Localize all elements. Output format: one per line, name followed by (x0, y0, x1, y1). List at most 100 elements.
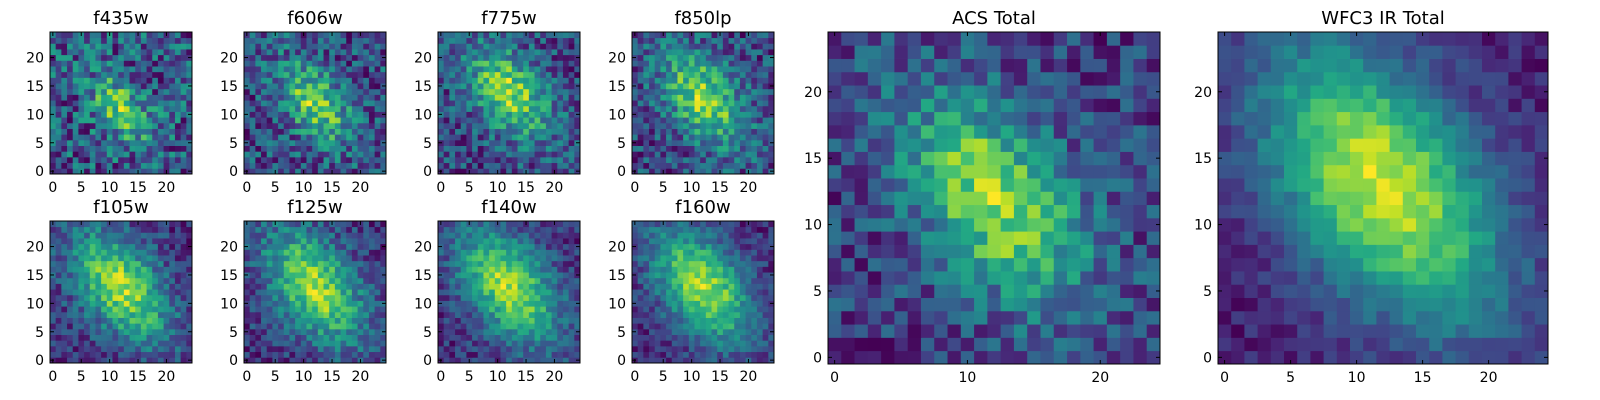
heatmap-cell (334, 134, 341, 141)
heatmap-cell (146, 266, 153, 273)
heatmap-cell (562, 266, 570, 273)
heatmap-cell (89, 83, 96, 90)
heatmap-cell (517, 260, 524, 267)
heatmap-cell (78, 105, 85, 112)
heatmap-cell (455, 54, 462, 61)
heatmap-cell (688, 88, 695, 95)
heatmap-cell (278, 83, 285, 90)
heatmap-cell (528, 145, 535, 152)
heatmap-cell (722, 317, 729, 324)
heatmap-cell (568, 111, 575, 118)
heatmap-cell (666, 283, 673, 290)
heatmap-cell (666, 37, 673, 44)
heatmap-cell (534, 151, 541, 158)
heatmap-cell (89, 345, 96, 353)
heatmap-cell (106, 128, 113, 135)
heatmap-cell (756, 139, 764, 146)
heatmap-cell (55, 43, 62, 50)
heatmap-cell (705, 66, 712, 73)
heatmap-cell (438, 100, 445, 107)
heatmap-cell (683, 357, 690, 364)
heatmap-cell (146, 221, 153, 228)
heatmap-cell (340, 122, 347, 129)
heatmap-cell (272, 105, 279, 112)
heatmap-cell (50, 226, 57, 233)
heatmap-cell (494, 311, 501, 318)
heatmap-cell (506, 340, 513, 347)
heatmap-cell (523, 306, 530, 313)
heatmap-cell (61, 151, 68, 158)
heatmap-cell (443, 272, 450, 279)
heatmap-cell (95, 294, 102, 301)
heatmap-cell (169, 100, 176, 107)
heatmap-cells (50, 32, 193, 175)
heatmap-cell (517, 162, 524, 169)
heatmap-cell (157, 283, 164, 290)
heatmap-cell (112, 260, 119, 267)
heatmap-cell (472, 66, 479, 73)
heatmap-cell (295, 43, 302, 50)
heatmap-cell (346, 66, 353, 73)
heatmap-cell (443, 306, 450, 313)
heatmap-cell (84, 88, 91, 95)
x-tick-label: 5 (77, 369, 86, 385)
heatmap-cell (756, 300, 764, 307)
x-tick-label: 15 (323, 369, 341, 385)
heatmap-cell (472, 345, 479, 353)
heatmap-cell (89, 100, 96, 107)
heatmap-cell (123, 294, 130, 301)
heatmap-cell (489, 345, 496, 353)
heatmap-cell (534, 88, 541, 95)
heatmap-cell (483, 122, 490, 129)
heatmap-cell (129, 49, 136, 56)
heatmap-cell (568, 71, 575, 78)
heatmap-cell (84, 66, 91, 73)
heatmap-cell (700, 345, 707, 353)
heatmap-cell (568, 83, 575, 90)
heatmap-cell (106, 294, 113, 301)
heatmap-cell (283, 317, 290, 324)
heatmap-cell (157, 139, 164, 146)
heatmap-cell (643, 289, 650, 296)
heatmap-cell (50, 334, 57, 341)
heatmap-cell (135, 351, 142, 358)
heatmap-cell (157, 100, 164, 107)
heatmap-cell (688, 54, 695, 61)
heatmap-cell (568, 32, 575, 39)
heatmap-cell (323, 145, 330, 152)
heatmap-cell (289, 71, 296, 78)
heatmap-cell (637, 351, 644, 358)
heatmap-cell (163, 306, 170, 313)
heatmap-cell (261, 145, 268, 152)
heatmap-cell (272, 289, 279, 296)
heatmap-cell (523, 162, 530, 169)
heatmap-cell (55, 272, 62, 279)
heatmap-cell (654, 323, 661, 330)
heatmap-cell (637, 272, 644, 279)
heatmap-cell (317, 111, 324, 118)
heatmap-cell (146, 277, 153, 284)
heatmap-cell (683, 156, 690, 164)
heatmap-cell (306, 139, 313, 146)
heatmap-cell (278, 37, 285, 44)
heatmap-cell (483, 37, 490, 44)
heatmap-cell (123, 232, 130, 239)
heatmap-cell (688, 49, 695, 56)
heatmap-cell (654, 105, 661, 112)
heatmap-cell (317, 162, 324, 169)
heatmap-cell (112, 328, 119, 335)
heatmap-cell (289, 226, 296, 233)
heatmap-cell (500, 88, 507, 95)
heatmap-cell (700, 49, 707, 56)
heatmap-cell (249, 328, 256, 335)
heatmap-cell (78, 88, 85, 95)
heatmap-cell (340, 226, 347, 233)
heatmap-cell (289, 168, 296, 175)
heatmap-cell (568, 105, 575, 112)
heatmap-cell (78, 60, 85, 67)
heatmap-cell (135, 83, 142, 90)
heatmap-cell (55, 60, 62, 67)
heatmap-cell (489, 249, 496, 256)
heatmap-cell (78, 300, 85, 307)
heatmap-cell (523, 139, 530, 146)
